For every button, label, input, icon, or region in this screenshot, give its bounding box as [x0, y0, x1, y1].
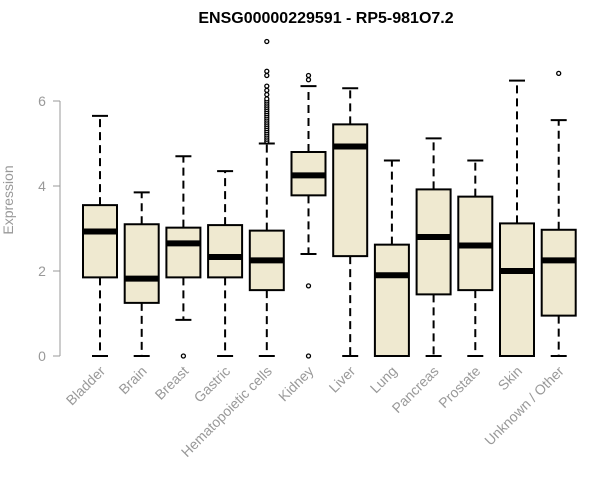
outlier-point	[264, 96, 270, 102]
box-gastric	[207, 170, 244, 357]
box-unknown-other	[540, 70, 577, 357]
outlier-point	[264, 83, 270, 89]
box-hematopoietic-cells	[248, 38, 285, 357]
chart-title: ENSG00000229591 - RP5-981O7.2	[198, 10, 453, 27]
y-tick-label-4: 4	[38, 178, 46, 194]
box-lung	[373, 159, 410, 357]
y-tick-label-6: 6	[38, 93, 46, 109]
box-iqr	[540, 228, 577, 317]
x-tick-label-liver: Liver	[326, 363, 359, 396]
x-tick-label-kidney: Kidney	[275, 363, 317, 405]
outlier-point	[305, 353, 312, 359]
y-axis: 0 2 4 6	[38, 93, 61, 364]
box-iqr	[165, 226, 202, 279]
outlier-point	[180, 353, 187, 359]
outlier-point	[556, 70, 562, 77]
box-kidney	[290, 72, 327, 359]
box-iqr	[82, 204, 118, 279]
outlier-point	[264, 68, 270, 74]
box-prostate	[457, 159, 494, 357]
outlier-point	[305, 72, 312, 79]
y-axis-label: Expression	[0, 165, 16, 234]
boxes-group	[82, 38, 577, 359]
box-iqr	[499, 222, 535, 357]
x-tick-label-unknown-other: Unknown / Other	[481, 363, 567, 449]
box-skin	[499, 79, 535, 357]
x-tick-label-lung: Lung	[367, 363, 400, 396]
box-bladder	[82, 114, 118, 357]
outlier-point	[305, 77, 312, 83]
outlier-point	[305, 283, 312, 289]
x-tick-label-skin: Skin	[495, 363, 526, 394]
outlier-point	[264, 87, 270, 94]
x-tick-label-breast: Breast	[152, 363, 192, 403]
x-tick-label-prostate: Prostate	[435, 363, 483, 411]
outlier-point	[264, 91, 270, 98]
box-breast	[165, 155, 202, 359]
box-iqr	[373, 243, 410, 357]
y-tick-label-2: 2	[38, 263, 46, 279]
y-tick-label-0: 0	[38, 348, 46, 364]
box-iqr	[415, 188, 452, 296]
box-iqr	[207, 224, 244, 279]
outlier-point	[264, 72, 270, 79]
x-tick-label-brain: Brain	[115, 363, 149, 397]
box-liver	[332, 87, 369, 357]
box-pancreas	[415, 137, 452, 357]
box-iqr	[123, 223, 160, 304]
box-brain	[123, 191, 160, 357]
x-tick-label-bladder: Bladder	[63, 363, 109, 409]
outlier-point	[264, 38, 270, 45]
